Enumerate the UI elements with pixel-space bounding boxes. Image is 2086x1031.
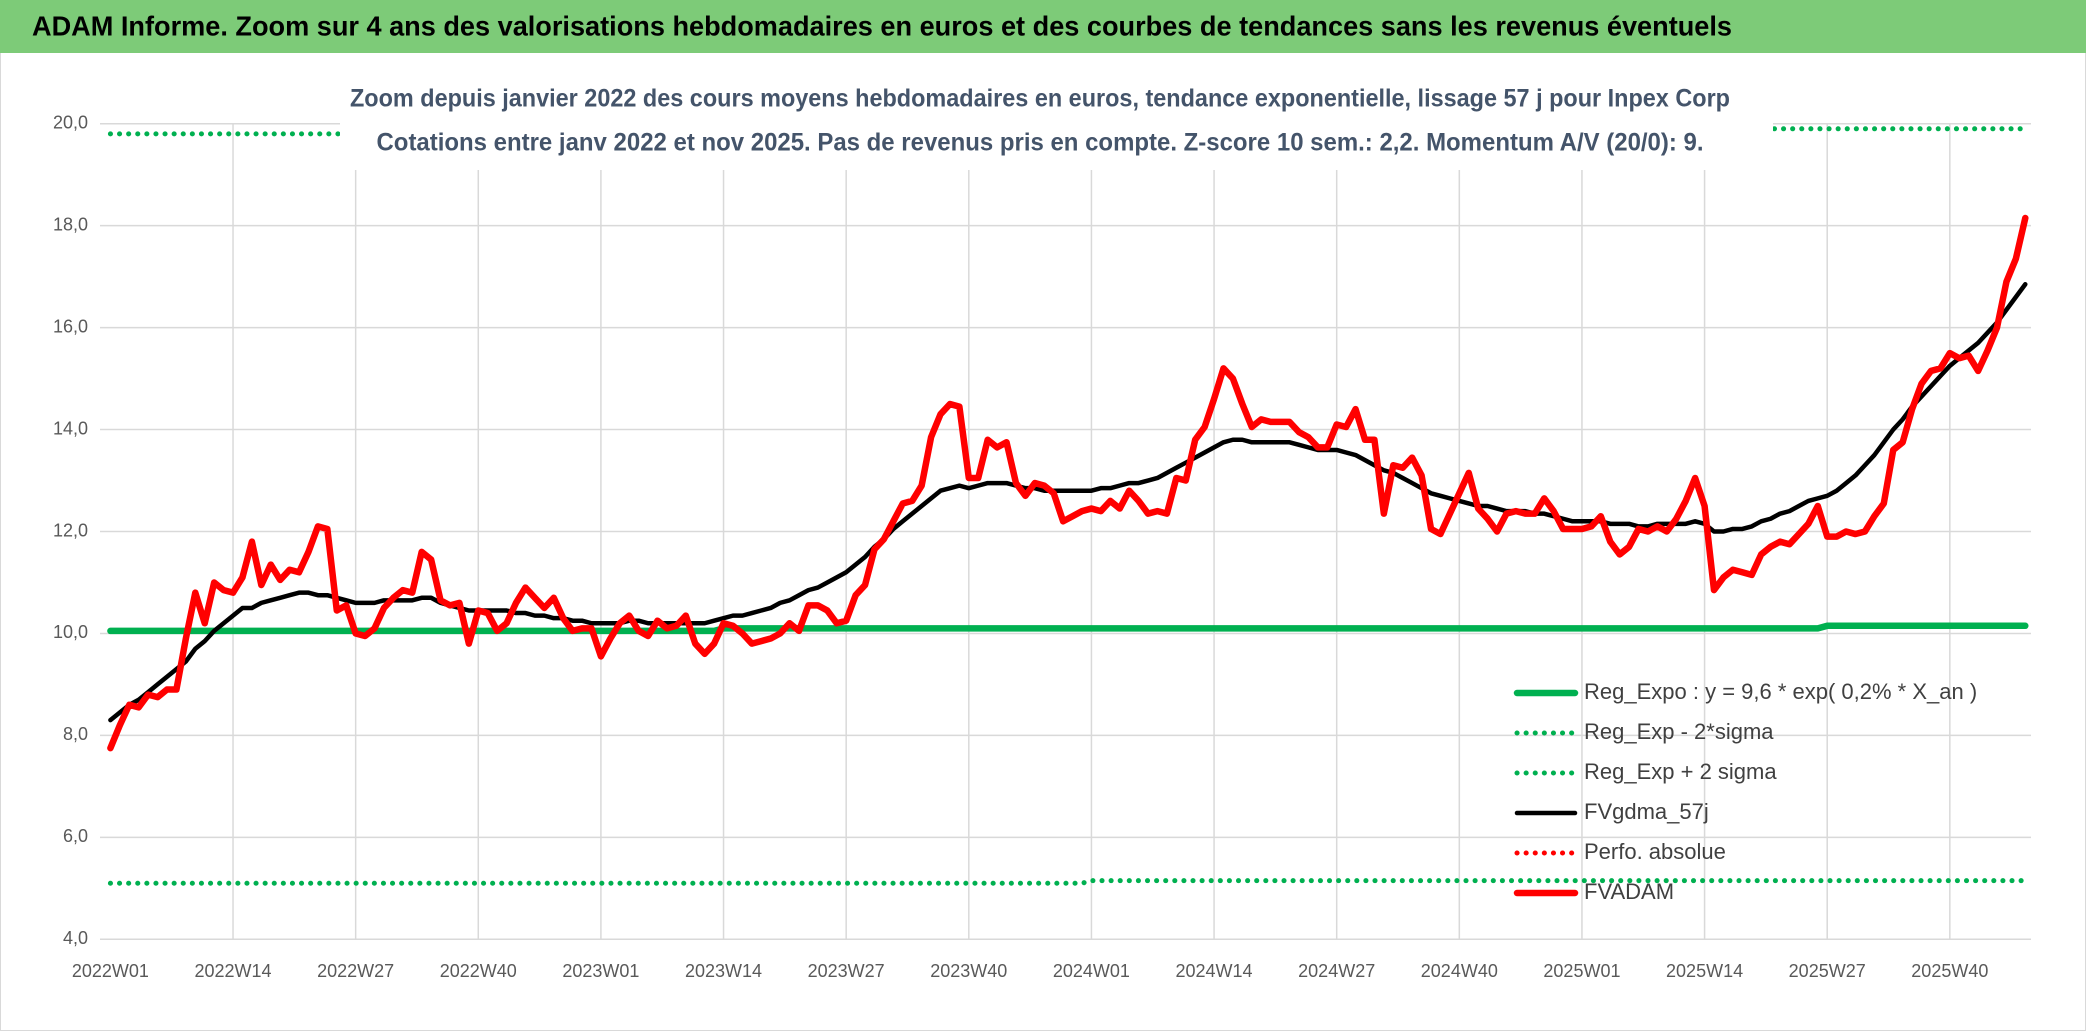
x-tick-label: 2023W14 xyxy=(685,961,762,981)
y-tick-label: 12,0 xyxy=(53,520,88,540)
legend-label: Reg_Exp - 2*sigma xyxy=(1584,719,1774,744)
series-line xyxy=(107,878,2028,886)
y-tick-label: 8,0 xyxy=(63,724,88,744)
x-tick-label: 2024W14 xyxy=(1176,961,1253,981)
x-tick-label: 2023W01 xyxy=(562,961,639,981)
legend-label: FVgdma_57j xyxy=(1584,799,1709,824)
series-line xyxy=(107,214,2029,752)
x-tick-label: 2022W01 xyxy=(72,961,149,981)
x-tick-label: 2022W14 xyxy=(194,961,271,981)
legend-label: FVADAM xyxy=(1584,879,1674,904)
x-tick-label: 2022W27 xyxy=(317,961,394,981)
x-tick-label: 2022W40 xyxy=(440,961,517,981)
y-tick-label: 20,0 xyxy=(53,112,88,132)
x-tick-label: 2025W40 xyxy=(1911,961,1988,981)
legend-label: Reg_Exp + 2 sigma xyxy=(1584,759,1777,784)
chart-title: ADAM Informe. Zoom sur 4 ans des valoris… xyxy=(32,10,1732,41)
legend-label: Reg_Expo : y = 9,6 * exp( 0,2% * X_an ) xyxy=(1584,679,1977,704)
x-tick-label: 2025W27 xyxy=(1789,961,1866,981)
x-tick-label: 2023W40 xyxy=(930,961,1007,981)
x-tick-label: 2024W01 xyxy=(1053,961,1130,981)
legend: Reg_Expo : y = 9,6 * exp( 0,2% * X_an ) R… xyxy=(1513,679,1977,904)
x-tick-label: 2024W27 xyxy=(1298,961,1375,981)
subtitle: Zoom depuis janvier 2022 des cours moyen… xyxy=(350,85,1730,113)
title-banner xyxy=(0,0,2086,53)
subtitle: Cotations entre janv 2022 et nov 2025. P… xyxy=(377,129,1704,157)
legend-label: Perfo. absolue xyxy=(1584,839,1726,864)
y-tick-label: 14,0 xyxy=(53,418,88,438)
y-tick-label: 16,0 xyxy=(53,316,88,336)
x-tick-label: 2024W40 xyxy=(1421,961,1498,981)
y-tick-label: 6,0 xyxy=(63,826,88,846)
series-line xyxy=(107,622,2029,635)
subtitle-box xyxy=(340,78,1773,170)
x-tick-label: 2025W01 xyxy=(1543,961,1620,981)
y-tick-label: 10,0 xyxy=(53,622,88,642)
x-tick-label: 2025W14 xyxy=(1666,961,1743,981)
y-tick-label: 4,0 xyxy=(63,928,88,948)
y-tick-label: 18,0 xyxy=(53,214,88,234)
x-tick-label: 2023W27 xyxy=(808,961,885,981)
